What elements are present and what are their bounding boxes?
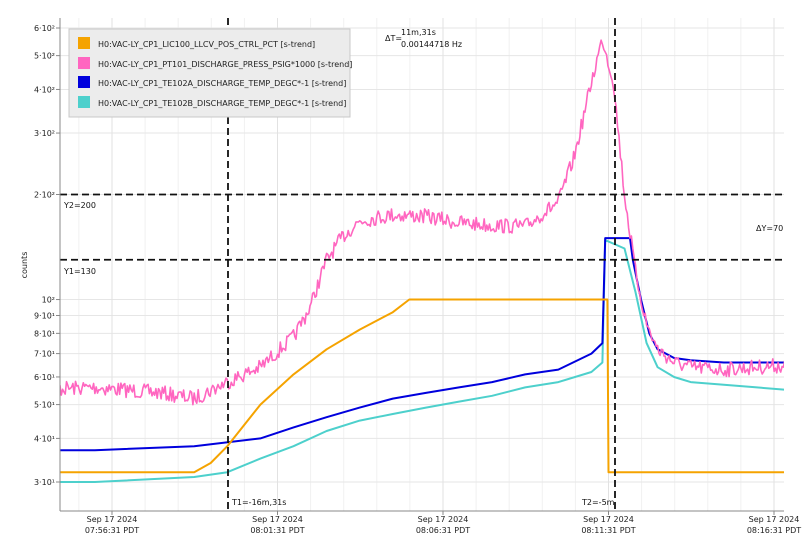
delta-y-label: ΔY=70 xyxy=(756,224,783,233)
legend-box xyxy=(68,28,351,118)
delta-t-value: 11m,31s xyxy=(401,28,436,37)
x-tick-time: 08:01:31 PDT xyxy=(250,526,304,535)
x-tick-date: Sep 17 2024 xyxy=(418,515,469,524)
y-axis-label: counts xyxy=(20,252,29,279)
x-tick-time: 08:06:31 PDT xyxy=(416,526,470,535)
y-tick-label: 7·10¹ xyxy=(34,350,55,359)
y-axis: 3·10¹ 4·10¹ 5·10¹ 6·10¹ 7·10¹ 8·10¹ 9·10¹ 10² 2·… xyxy=(34,24,60,487)
x-tick-date: Sep 17 2024 xyxy=(87,515,138,524)
x-tick-time: 07:56:31 PDT xyxy=(85,526,139,535)
y-tick-label: 9·10¹ xyxy=(34,312,55,321)
legend-swatch-2 xyxy=(78,76,90,88)
series-line-1[interactable] xyxy=(12,39,790,406)
y-tick-label: 4·10² xyxy=(34,85,55,94)
y2-label: Y2=200 xyxy=(63,201,96,210)
delta-f-value: 0.00144718 Hz xyxy=(401,40,462,49)
delta-t-prefix: ΔT= xyxy=(385,34,402,43)
series-line-0[interactable] xyxy=(12,298,790,474)
series-layer xyxy=(12,39,790,483)
legend-entry-0[interactable]: H0:VAC-LY_CP1_LIC100_LLCV_POS_CTRL_PCT [… xyxy=(98,40,315,49)
y-tick-label: 10² xyxy=(42,296,55,305)
y-tick-label: 5·10¹ xyxy=(34,401,55,410)
t2-label: T2=-5m xyxy=(581,498,615,507)
y-tick-label: 3·10² xyxy=(34,129,55,138)
y-tick-label: 6·10¹ xyxy=(34,373,55,382)
x-tick-time: 08:16:31 PDT xyxy=(747,526,801,535)
x-tick-date: Sep 17 2024 xyxy=(749,515,800,524)
legend-swatch-3 xyxy=(78,96,90,108)
series-line-3[interactable] xyxy=(12,239,790,483)
legend-entry-1[interactable]: H0:VAC-LY_CP1_PT101_DISCHARGE_PRESS_PSIG… xyxy=(98,60,352,69)
y-tick-label: 2·10² xyxy=(34,190,55,199)
t1-label: T1=-16m,31s xyxy=(231,498,286,507)
legend-swatch-0 xyxy=(78,37,90,49)
y1-label: Y1=130 xyxy=(63,267,96,276)
y-tick-label: 3·10¹ xyxy=(34,478,55,487)
legend-entry-2[interactable]: H0:VAC-LY_CP1_TE102A_DISCHARGE_TEMP_DEGC… xyxy=(98,79,346,88)
legend-swatch-1 xyxy=(78,57,90,69)
y-tick-label: 5·10² xyxy=(34,52,55,61)
legend: H0:VAC-LY_CP1_LIC100_LLCV_POS_CTRL_PCT [… xyxy=(68,28,352,118)
x-tick-date: Sep 17 2024 xyxy=(252,515,303,524)
x-tick-date: Sep 17 2024 xyxy=(583,515,634,524)
y-tick-label: 4·10¹ xyxy=(34,434,55,443)
y-tick-label: 6·10² xyxy=(34,24,55,33)
x-axis: Sep 17 2024 07:56:31 PDT Sep 17 2024 08:01:… xyxy=(85,511,801,535)
y-tick-label: 8·10¹ xyxy=(34,329,55,338)
legend-entry-3[interactable]: H0:VAC-LY_CP1_TE102B_DISCHARGE_TEMP_DEGC… xyxy=(98,99,346,108)
x-tick-time: 08:11:31 PDT xyxy=(581,526,635,535)
